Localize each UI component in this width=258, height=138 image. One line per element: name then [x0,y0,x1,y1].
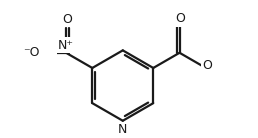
Text: ⁻O: ⁻O [23,46,40,59]
Text: N: N [118,123,127,136]
Text: O: O [175,12,185,25]
Text: O: O [203,59,213,72]
Text: N⁺: N⁺ [58,39,74,52]
Text: O: O [62,13,72,26]
